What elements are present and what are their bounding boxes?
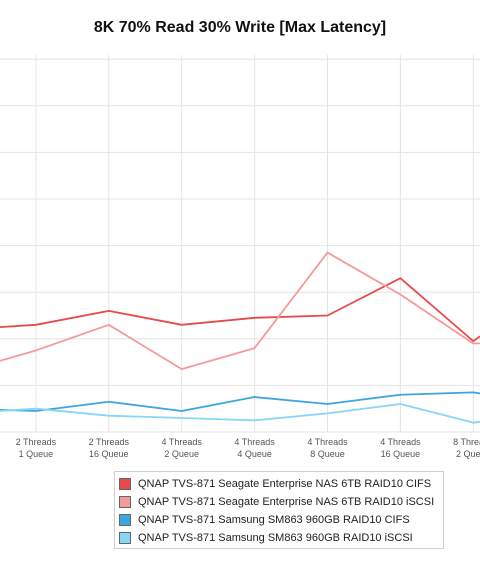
legend-label-3: QNAP TVS-871 Samsung SM863 960GB RAID10 … bbox=[138, 532, 413, 544]
x-tick-label-2-0: 2 Threads bbox=[89, 437, 130, 447]
legend-swatch-0 bbox=[119, 478, 131, 490]
gridlines bbox=[0, 55, 480, 433]
legend-swatch-3 bbox=[119, 532, 131, 544]
x-tick-label-4-0: 4 Threads bbox=[234, 437, 275, 447]
legend-label-1: QNAP TVS-871 Seagate Enterprise NAS 6TB … bbox=[138, 496, 435, 508]
legend-swatch-1 bbox=[119, 496, 131, 508]
x-tick-label-6-0: 4 Threads bbox=[380, 437, 421, 447]
x-tick-label-1-1: 1 Queue bbox=[19, 449, 54, 459]
x-tick-label-7-1: 2 Queue bbox=[456, 449, 480, 459]
legend-item-3: QNAP TVS-871 Samsung SM863 960GB RAID10 … bbox=[119, 529, 413, 547]
series-line-1 bbox=[0, 251, 480, 370]
x-tick-label-6-1: 16 Queue bbox=[381, 449, 421, 459]
series-line-3 bbox=[0, 403, 480, 424]
legend-item-2: QNAP TVS-871 Samsung SM863 960GB RAID10 … bbox=[119, 511, 410, 529]
legend-label-2: QNAP TVS-871 Samsung SM863 960GB RAID10 … bbox=[138, 514, 410, 526]
series-lines bbox=[0, 251, 480, 424]
x-tick-label-3-1: 2 Queue bbox=[164, 449, 199, 459]
x-tick-label-7-0: 8 Threads bbox=[453, 437, 480, 447]
legend-swatch-2 bbox=[119, 514, 131, 526]
series-line-0 bbox=[0, 277, 480, 343]
x-tick-label-5-1: 8 Queue bbox=[310, 449, 345, 459]
x-tick-label-1-0: 2 Threads bbox=[16, 437, 57, 447]
x-tick-label-5-0: 4 Threads bbox=[307, 437, 348, 447]
series-line-2 bbox=[0, 391, 480, 412]
legend: QNAP TVS-871 Seagate Enterprise NAS 6TB … bbox=[114, 471, 444, 549]
x-tick-label-4-1: 4 Queue bbox=[237, 449, 272, 459]
legend-item-1: QNAP TVS-871 Seagate Enterprise NAS 6TB … bbox=[119, 493, 434, 511]
legend-label-0: QNAP TVS-871 Seagate Enterprise NAS 6TB … bbox=[138, 478, 432, 490]
x-tick-label-3-0: 4 Threads bbox=[162, 437, 203, 447]
x-tick-label-2-1: 16 Queue bbox=[89, 449, 129, 459]
legend-item-0: QNAP TVS-871 Seagate Enterprise NAS 6TB … bbox=[119, 475, 431, 493]
chart-title: 8K 70% Read 30% Write [Max Latency] bbox=[93, 19, 387, 36]
